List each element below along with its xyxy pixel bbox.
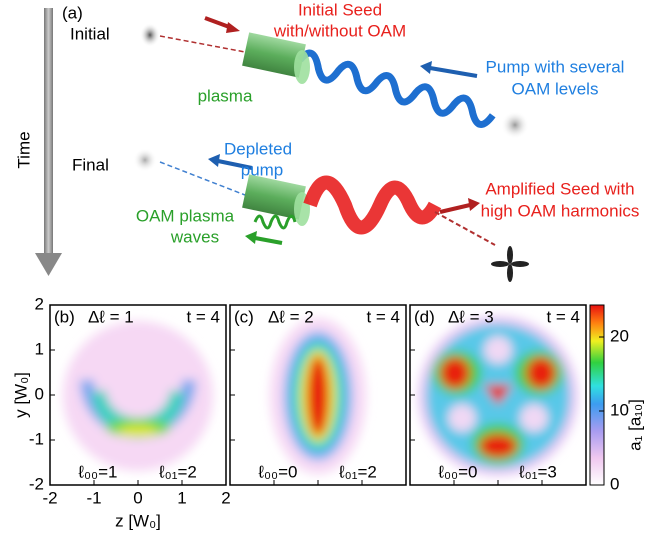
x-tick-label: 0 — [133, 488, 142, 507]
delta-label: Δℓ = 3 — [448, 307, 494, 326]
time-arrow-head — [35, 253, 62, 276]
depleted-label: pump — [241, 160, 284, 179]
colorbar-tick-label: 0 — [610, 474, 619, 493]
amplified-spot — [491, 246, 529, 282]
y-tick-label: 0 — [35, 384, 44, 403]
time-arrow — [44, 8, 53, 253]
time-label: t = 4 — [366, 307, 400, 326]
depleted-spot — [133, 148, 157, 172]
delta-label: Δℓ = 2 — [268, 307, 314, 326]
seed-label: with/without OAM — [273, 21, 406, 40]
amplified-helix — [303, 175, 442, 235]
panel-label: (c) — [234, 307, 254, 326]
seed-label: Initial Seed — [298, 0, 382, 19]
delta-label: Δℓ = 1 — [88, 307, 134, 326]
depleted-label: Depleted — [224, 139, 292, 158]
mode-label: ℓ₀₁=2 — [158, 462, 197, 481]
x-tick-label: -2 — [42, 488, 57, 507]
seed-line — [159, 35, 246, 53]
plasma-cylinder-final — [242, 174, 310, 226]
heatmap-d — [418, 316, 578, 476]
mode-label: ℓ₀₀=0 — [258, 462, 298, 481]
pump-label: OAM levels — [512, 79, 599, 98]
mode-label: ℓ₀₀=0 — [438, 462, 478, 481]
waves-label: OAM plasma — [136, 206, 235, 225]
panel-label: (b) — [54, 307, 75, 326]
pump-arrow — [429, 66, 478, 78]
x-axis-label: z [W₀] — [115, 511, 161, 530]
panel-a: (a) Initial Final Time Initial Seed with… — [14, 0, 639, 282]
time-label: t = 4 — [546, 307, 580, 326]
mode-label: ℓ₀₁=2 — [338, 462, 377, 481]
y-tick-label: -1 — [29, 429, 44, 448]
depleted-line — [159, 161, 246, 196]
pump-helix — [297, 49, 496, 128]
final-label: Final — [72, 155, 109, 174]
x-tick-label: -1 — [86, 488, 101, 507]
panel-label: (a) — [62, 3, 83, 22]
amplified-arrow — [439, 203, 471, 214]
heatmap-c — [270, 318, 366, 474]
mode-label: ℓ₀₀=1 — [78, 462, 118, 481]
plasma-cylinder — [242, 32, 310, 84]
colorbar-tick-label: 10 — [610, 400, 629, 419]
colorbar-tick-label: 20 — [610, 326, 629, 345]
waves-label: waves — [170, 227, 219, 246]
x-tick-label: 2 — [221, 488, 230, 507]
amplified-label: Amplified Seed with — [485, 179, 634, 198]
plasma-label: plasma — [198, 86, 253, 105]
y-tick-label: -2 — [29, 474, 44, 493]
x-tick-label: 1 — [177, 488, 186, 507]
time-label: Time — [14, 131, 33, 168]
seed-spot — [140, 23, 160, 47]
wave-arrow — [254, 236, 283, 245]
pump-label: Pump with several — [486, 57, 625, 76]
amplified-label: high OAM harmonics — [481, 201, 640, 220]
colorbar-label: a₁ [a₁₀] — [625, 399, 644, 451]
time-label: t = 4 — [186, 307, 220, 326]
panel-label: (d) — [414, 307, 435, 326]
mode-label: ℓ₀₁=3 — [518, 462, 557, 481]
pump-spot — [501, 111, 529, 139]
initial-label: Initial — [70, 24, 110, 43]
y-tick-label: 1 — [35, 339, 44, 358]
y-tick-label: 2 — [35, 294, 44, 313]
plasma-wave-helix — [253, 214, 297, 230]
heatmap-b — [63, 321, 213, 471]
depleted-arrow — [217, 159, 253, 170]
y-axis-label: y [W₀] — [11, 372, 30, 418]
amplified-line — [434, 211, 496, 246]
colorbar — [589, 304, 605, 486]
